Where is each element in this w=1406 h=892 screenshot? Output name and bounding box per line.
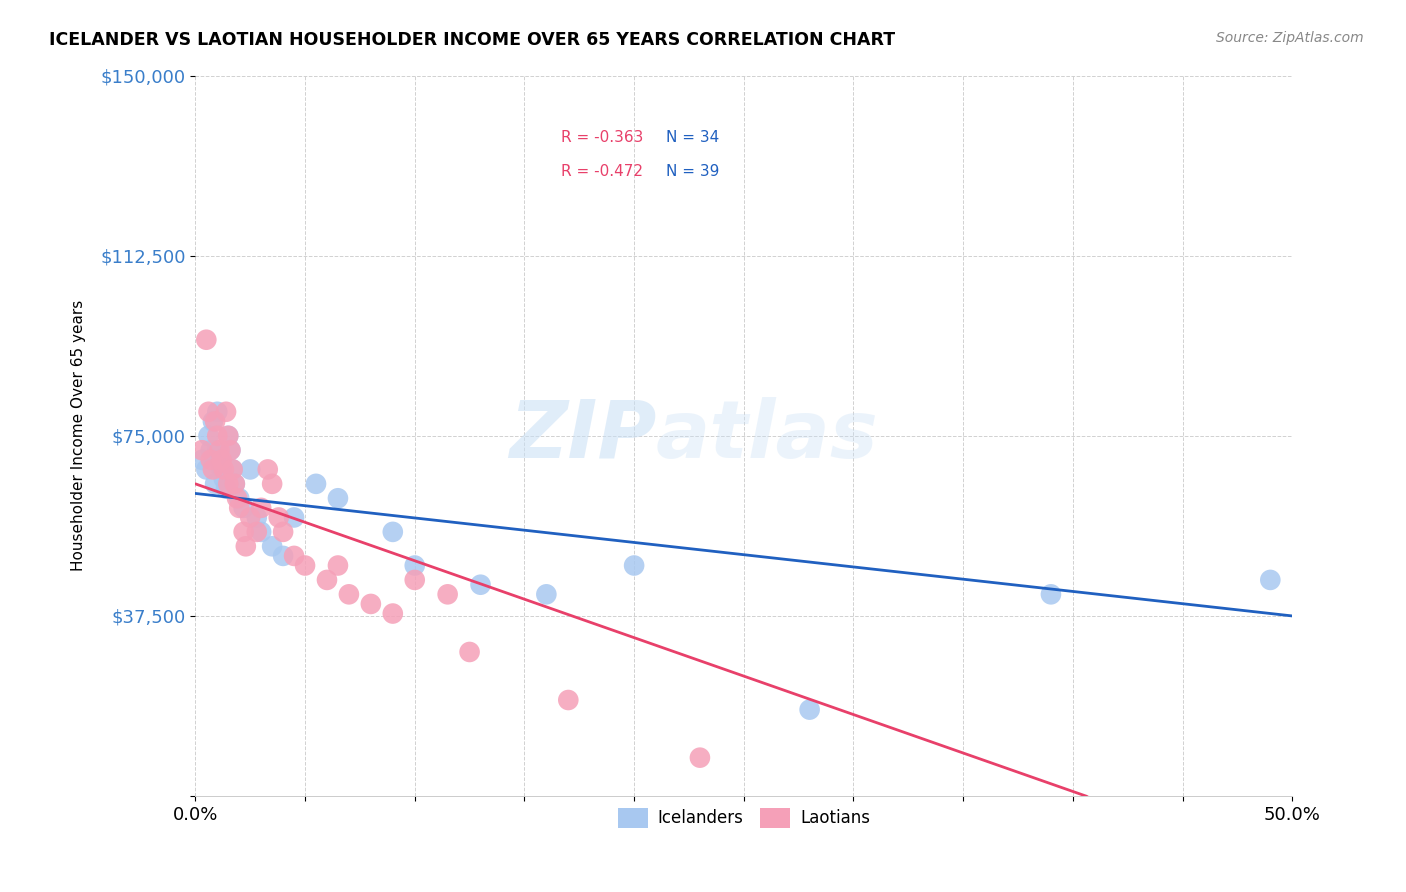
Point xyxy=(689,750,711,764)
Point xyxy=(250,500,273,515)
Text: ZIP: ZIP xyxy=(509,397,657,475)
Point xyxy=(204,476,226,491)
Point xyxy=(381,607,404,621)
Point xyxy=(239,510,262,524)
Point xyxy=(217,429,239,443)
Point xyxy=(799,703,821,717)
Point xyxy=(211,452,233,467)
Point xyxy=(235,539,257,553)
Point xyxy=(200,443,222,458)
Point xyxy=(404,558,426,573)
Point xyxy=(219,443,242,458)
Point xyxy=(195,333,218,347)
Point xyxy=(232,500,254,515)
Text: R = -0.472: R = -0.472 xyxy=(561,164,643,179)
Point xyxy=(224,476,246,491)
Point xyxy=(283,510,305,524)
Point xyxy=(536,587,558,601)
Point xyxy=(228,500,250,515)
Point xyxy=(250,524,273,539)
Point xyxy=(623,558,645,573)
Point xyxy=(283,549,305,563)
Point xyxy=(246,510,269,524)
Point xyxy=(211,462,233,476)
Point xyxy=(217,476,239,491)
Point xyxy=(191,452,214,467)
Point xyxy=(195,462,218,476)
Point xyxy=(219,443,242,458)
Point xyxy=(204,414,226,428)
Point xyxy=(271,549,294,563)
Point xyxy=(271,524,294,539)
Point xyxy=(239,462,262,476)
Point xyxy=(381,524,404,539)
Point xyxy=(256,462,278,476)
Point xyxy=(1260,573,1282,587)
Point xyxy=(201,462,224,476)
Point xyxy=(232,524,254,539)
Point xyxy=(212,472,235,486)
Point xyxy=(212,462,235,476)
Point xyxy=(557,693,579,707)
Text: atlas: atlas xyxy=(657,397,879,475)
Point xyxy=(326,558,349,573)
Point xyxy=(1039,587,1062,601)
Point xyxy=(207,429,229,443)
Point xyxy=(221,462,243,476)
Point xyxy=(207,443,229,458)
Point xyxy=(191,443,214,458)
Point xyxy=(360,597,382,611)
Point xyxy=(337,587,360,601)
Legend: Icelanders, Laotians: Icelanders, Laotians xyxy=(610,801,877,835)
Point xyxy=(207,405,229,419)
Point xyxy=(197,405,219,419)
Text: R = -0.363: R = -0.363 xyxy=(561,129,643,145)
Text: N = 39: N = 39 xyxy=(666,164,720,179)
Point xyxy=(458,645,481,659)
Point xyxy=(305,476,328,491)
Point xyxy=(197,429,219,443)
Point xyxy=(217,429,239,443)
Point xyxy=(200,452,222,467)
Y-axis label: Householder Income Over 65 years: Householder Income Over 65 years xyxy=(72,301,86,572)
Point xyxy=(246,524,269,539)
Point xyxy=(326,491,349,506)
Point xyxy=(262,539,284,553)
Point xyxy=(208,443,231,458)
Point xyxy=(294,558,316,573)
Point xyxy=(470,578,492,592)
Point xyxy=(208,452,231,467)
Point xyxy=(215,405,238,419)
Text: Source: ZipAtlas.com: Source: ZipAtlas.com xyxy=(1216,31,1364,45)
Point xyxy=(262,476,284,491)
Point xyxy=(221,462,243,476)
Point xyxy=(404,573,426,587)
Point xyxy=(201,414,224,428)
Point xyxy=(267,510,290,524)
Point xyxy=(316,573,339,587)
Text: ICELANDER VS LAOTIAN HOUSEHOLDER INCOME OVER 65 YEARS CORRELATION CHART: ICELANDER VS LAOTIAN HOUSEHOLDER INCOME … xyxy=(49,31,896,49)
Point xyxy=(228,491,250,506)
Point xyxy=(215,482,238,496)
Text: N = 34: N = 34 xyxy=(666,129,720,145)
Point xyxy=(436,587,458,601)
Point xyxy=(226,491,249,506)
Point xyxy=(224,476,246,491)
